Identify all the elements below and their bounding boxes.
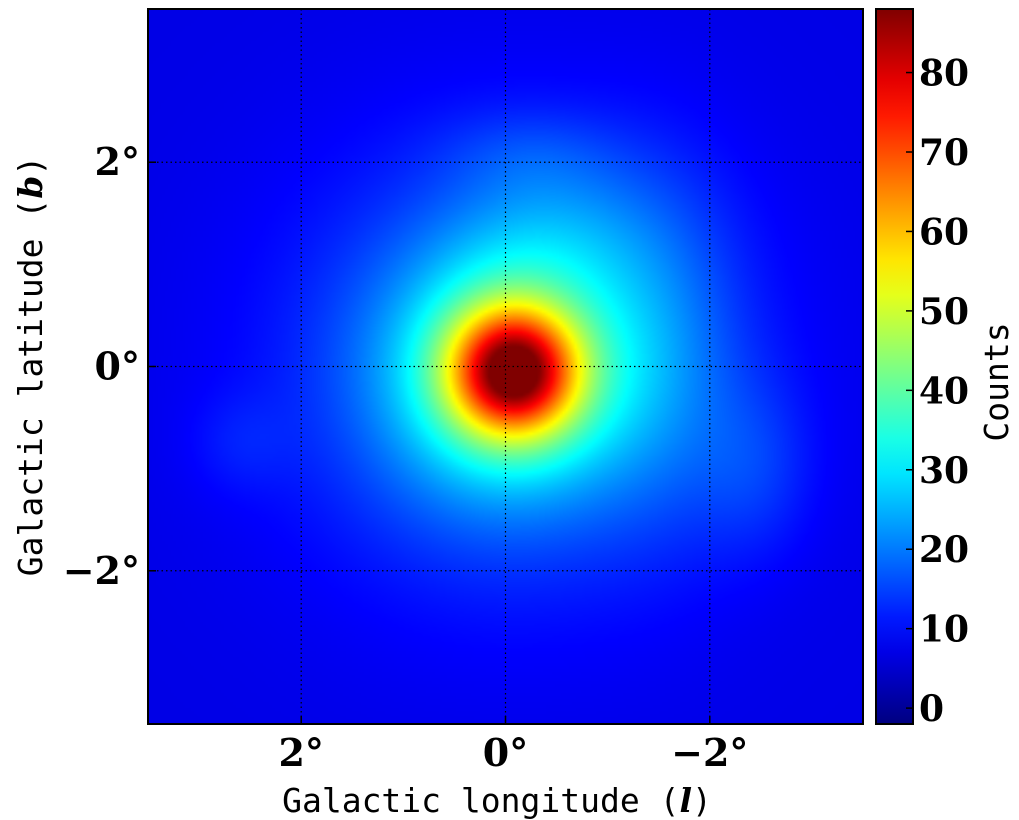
colorbar-tick-label: 30 [919,450,969,492]
colorbar-tick-label: 60 [919,211,969,253]
colorbar-tick-label: 10 [919,609,969,651]
y-tick-label: 2° [95,139,140,184]
x-tick-label: −2° [671,730,748,775]
colorbar-tick-label: 80 [919,53,969,95]
x-tick-label: 2° [278,730,323,775]
colorbar: 0 10 20 30 40 50 60 70 80 Counts [875,8,1016,730]
y-axis-label-text: Galactic latitude [11,238,50,576]
plot-area: 2° 0° −2° 2° 0° −2° [63,8,864,775]
colorbar-ticks: 0 10 20 30 40 50 60 70 80 [906,53,969,730]
heatmap-image [148,9,863,724]
y-axis-label-var: b [11,176,50,199]
colorbar-tick-label: 20 [919,529,969,571]
y-tick-label: 0° [95,344,140,389]
colorbar-fill [876,9,913,724]
colorbar-tick-label: 0 [919,688,944,730]
x-axis-label: Galactic longitude (l) [282,781,712,820]
x-axis-label-var: l [679,781,692,820]
colorbar-frame [875,8,914,725]
colorbar-tick-label: 50 [919,291,969,333]
y-ticks: 2° 0° −2° [63,139,156,593]
x-tick-label: 0° [483,730,528,775]
y-tick-label: −2° [63,548,140,593]
colorbar-tick-label: 70 [919,132,969,174]
colorbar-label: Counts [977,322,1016,441]
colorbar-tick-label: 40 [919,370,969,412]
y-axis-label: Galactic latitude (b) [11,156,50,576]
x-axis-label-text: Galactic longitude [282,781,640,820]
x-ticks: 2° 0° −2° [278,716,748,775]
